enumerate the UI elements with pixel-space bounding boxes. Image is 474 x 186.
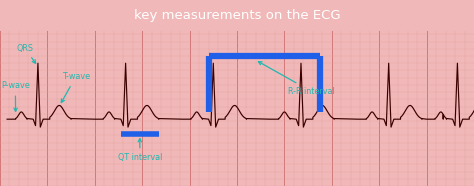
Text: QRS: QRS bbox=[17, 44, 36, 63]
Text: R-R interval: R-R interval bbox=[258, 62, 335, 96]
Text: T-wave: T-wave bbox=[61, 73, 90, 102]
Text: QT interval: QT interval bbox=[118, 139, 162, 162]
Text: key measurements on the ECG: key measurements on the ECG bbox=[134, 9, 340, 22]
Text: P-wave: P-wave bbox=[1, 81, 30, 111]
